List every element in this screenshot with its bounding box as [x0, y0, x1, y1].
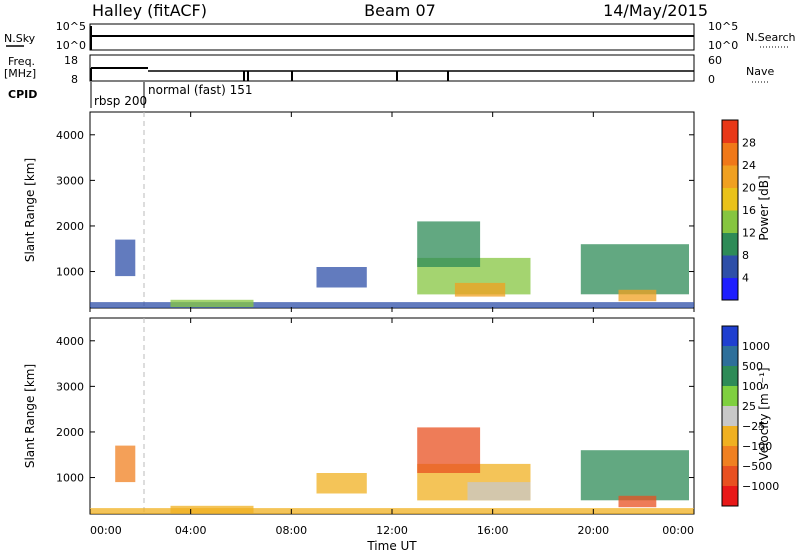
- freq-unit-label: [MHz]: [4, 67, 36, 80]
- power-ylabel: Slant Range [km]: [23, 158, 37, 262]
- nsearch-tick-hi: 10^5: [708, 20, 738, 33]
- nsky-label: N.Sky: [4, 32, 36, 45]
- velocity-colorbar-segment: [722, 446, 738, 467]
- cpid-mode-rbsp: rbsp 200: [94, 94, 147, 108]
- velocity-y-tick-label: 2000: [56, 426, 84, 439]
- velocity-colorbar-segment: [722, 366, 738, 387]
- time-axis: 00:00 04:00 08:00 12:00 16:00 20:00 00:00: [89, 112, 695, 537]
- velocity-echo-region: [467, 482, 531, 501]
- velocity-colorbar-tick: 500: [742, 360, 763, 373]
- velocity-colorbar-segment: [722, 386, 738, 407]
- power-colorbar-segment: [722, 232, 738, 256]
- x-tick-label: 20:00: [577, 524, 609, 537]
- power-y-tick-label: 3000: [56, 174, 84, 187]
- power-echo-region: [316, 267, 367, 288]
- power-colorbar-tick: 12: [742, 227, 756, 240]
- power-y-tick-label: 4000: [56, 129, 84, 142]
- nave-tick-lo: 0: [708, 73, 715, 86]
- power-echo-region: [170, 299, 254, 308]
- velocity-y-tick-label: 4000: [56, 335, 84, 348]
- x-tick-label: 16:00: [477, 524, 509, 537]
- velocity-colorbar-segment: [722, 346, 738, 367]
- velocity-colorbar-segment: [722, 326, 738, 347]
- power-colorbar-tick: 16: [742, 204, 756, 217]
- freq-tick-hi: 18: [64, 54, 78, 67]
- power-colorbar-tick: 28: [742, 137, 756, 150]
- power-colorbar-label: Power [dB]: [757, 175, 771, 240]
- velocity-y-tick-label: 1000: [56, 472, 84, 485]
- station-title: Halley (fitACF): [92, 1, 207, 20]
- power-colorbar-segment: [722, 277, 738, 301]
- velocity-colorbar-label: Velocity [m s⁻¹]: [757, 367, 771, 460]
- power-colorbar-tick: 24: [742, 159, 756, 172]
- velocity-echo-region: [580, 450, 689, 501]
- velocity-colorbar: 1000 500 100 25 −25 −100 −500 −1000: [721, 325, 779, 507]
- power-colorbar-segment: [722, 120, 738, 143]
- date-title: 14/May/2015: [603, 1, 708, 20]
- power-colorbar-frame: [721, 119, 739, 301]
- nsky-tick-hi: 10^5: [56, 20, 86, 33]
- power-colorbar-segment: [722, 255, 738, 278]
- power-colorbar-tick: 20: [742, 182, 756, 195]
- power-echo-region: [580, 244, 689, 295]
- time-xlabel: Time UT: [366, 539, 417, 553]
- x-tick-label: 08:00: [275, 524, 307, 537]
- x-tick-label: 04:00: [175, 524, 207, 537]
- freq-tick-lo: 8: [71, 73, 78, 86]
- velocity-colorbar-tick: 25: [742, 400, 756, 413]
- velocity-colorbar-tick: −1000: [742, 480, 779, 493]
- nsearch-tick-lo: 10^0: [708, 39, 738, 52]
- velocity-echo-region: [115, 445, 136, 483]
- cpid-mode-normal: normal (fast) 151: [148, 83, 252, 97]
- nsky-strip: N.Sky 10^5 10^0 10^5 10^0 N.Search: [4, 20, 796, 52]
- power-y-tick-label: 1000: [56, 266, 84, 279]
- velocity-colorbar-segment: [722, 486, 738, 507]
- cpid-row: CPID rbsp 200 normal (fast) 151: [8, 82, 252, 108]
- velocity-echo-region: [618, 495, 657, 508]
- power-colorbar-tick: 4: [742, 272, 749, 285]
- velocity-colorbar-segment: [722, 406, 738, 427]
- power-colorbar-segment: [722, 210, 738, 233]
- beam-title: Beam 07: [364, 1, 436, 20]
- power-colorbar-segment: [722, 165, 738, 188]
- power-echoes: [90, 221, 694, 308]
- velocity-colorbar-tick: −100: [742, 440, 772, 453]
- power-colorbar-segment: [722, 142, 738, 166]
- nsky-tick-lo: 10^0: [56, 39, 86, 52]
- velocity-colorbar-tick: 100: [742, 380, 763, 393]
- x-tick-label: 12:00: [376, 524, 408, 537]
- velocity-colorbar-frame: [721, 325, 739, 507]
- power-echo-region: [454, 282, 506, 297]
- velocity-echo-region: [316, 473, 367, 494]
- x-tick-label: 00:00: [662, 524, 694, 537]
- velocity-colorbar-segment: [722, 426, 738, 447]
- velocity-colorbar-tick: 1000: [742, 340, 770, 353]
- velocity-colorbar-tick: −25: [742, 420, 765, 433]
- nave-tick-hi: 60: [708, 54, 722, 67]
- velocity-ylabel: Slant Range [km]: [23, 364, 37, 468]
- power-y-axis: 1000 2000 3000 4000: [56, 129, 694, 279]
- power-colorbar-segment: [722, 187, 738, 211]
- velocity-echoes: [90, 427, 694, 514]
- power-echo-region: [417, 221, 481, 267]
- velocity-colorbar-segment: [722, 466, 738, 487]
- velocity-echo-region: [170, 505, 254, 514]
- nsearch-label: N.Search: [746, 31, 796, 44]
- cpid-label: CPID: [8, 88, 37, 101]
- x-tick-label: 00:00: [90, 524, 122, 537]
- power-echo-region: [90, 302, 694, 308]
- power-echo-region: [618, 289, 657, 302]
- freq-label: Freq.: [8, 55, 35, 68]
- velocity-y-axis: 1000 2000 3000 4000: [56, 335, 694, 485]
- power-colorbar-tick: 8: [742, 249, 749, 262]
- power-y-tick-label: 2000: [56, 220, 84, 233]
- power-colorbar: 4 8 12 16 20 24 28: [721, 119, 756, 301]
- freq-strip: Freq. [MHz] 18 8 60 0 Nave: [4, 54, 774, 86]
- velocity-echo-region: [417, 427, 481, 473]
- power-echo-region: [115, 239, 136, 277]
- velocity-colorbar-tick: −500: [742, 460, 772, 473]
- velocity-y-tick-label: 3000: [56, 380, 84, 393]
- nave-label: Nave: [746, 65, 774, 78]
